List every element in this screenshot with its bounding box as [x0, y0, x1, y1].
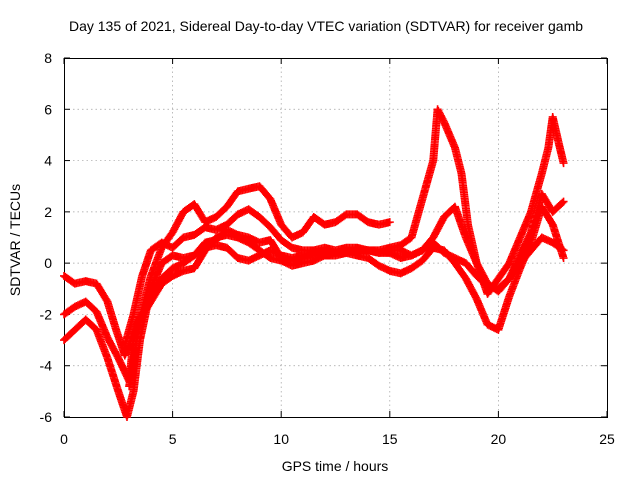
y-tick-label: 2 [44, 204, 52, 220]
x-tick-label: 15 [382, 431, 398, 447]
x-tick-label: 20 [491, 431, 507, 447]
y-tick-label: -6 [40, 409, 53, 425]
y-tick-labels: -6 -4 -2 0 2 4 6 8 [40, 50, 53, 425]
y-tick-label: 0 [44, 255, 52, 271]
x-tick-labels: 0 5 10 15 20 25 [60, 431, 615, 447]
y-tick-label: -2 [40, 306, 53, 322]
data-point-marker [559, 197, 568, 206]
y-tick-label: -4 [40, 358, 53, 374]
series-track-4 [125, 182, 394, 391]
plot-frame [64, 58, 608, 418]
x-axis-label: GPS time / hours [282, 458, 389, 474]
grid [64, 58, 607, 417]
x-tick-label: 0 [60, 431, 68, 447]
y-tick-label: 6 [44, 101, 52, 117]
y-tick-label: 4 [44, 153, 52, 169]
data-point-marker [559, 254, 568, 263]
data-point-marker [559, 159, 568, 168]
series-track-5 [120, 105, 568, 350]
y-tick-label: 8 [44, 50, 52, 66]
chart-title: Day 135 of 2021, Sidereal Day-to-day VTE… [69, 18, 583, 34]
x-tick-label: 10 [273, 431, 289, 447]
x-tick-label: 25 [599, 431, 615, 447]
data-point-marker [558, 198, 567, 207]
data-point-marker [385, 218, 394, 227]
series-layer [60, 105, 568, 421]
y-axis-label: SDTVAR / TECUs [7, 184, 23, 296]
x-tick-label: 5 [169, 431, 177, 447]
